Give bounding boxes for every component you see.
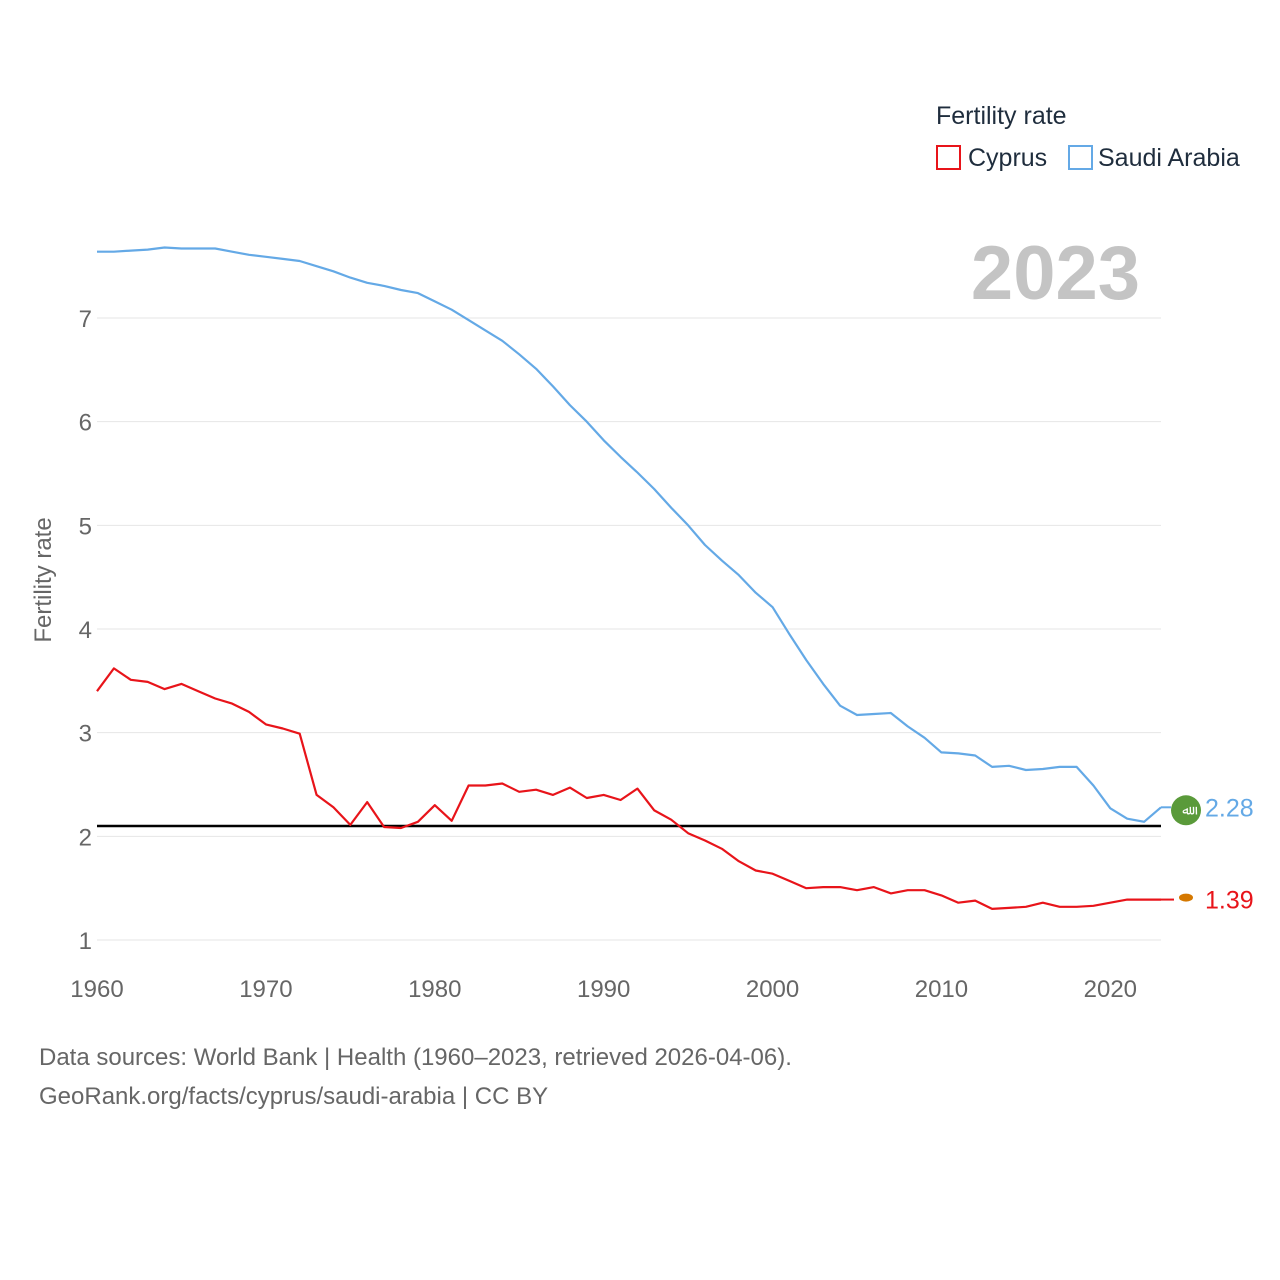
x-tick-label: 2000 — [746, 976, 799, 1003]
y-tick-labels: 1 2 3 4 5 6 7 — [79, 306, 92, 955]
gridlines — [97, 317, 1161, 941]
legend-swatch-saudi-arabia[interactable] — [1068, 145, 1093, 170]
y-tick-label: 4 — [79, 617, 92, 644]
saudi-arabia-end-value: 2.28 — [1205, 794, 1254, 822]
y-tick-label: 1 — [79, 928, 92, 955]
legend: Fertility rate Cyprus Saudi Arabia — [936, 102, 1240, 172]
cyprus-end-marker: 1.39 — [1161, 887, 1254, 915]
saudi-arabia-end-marker: ﷲ 2.28 — [1161, 794, 1254, 826]
footer-credit[interactable]: GeoRank.org/facts/cyprus/saudi-arabia | … — [39, 1083, 549, 1110]
y-tick-label: 5 — [79, 513, 92, 540]
series-lines — [96, 246, 1162, 910]
x-tick-label: 2010 — [915, 976, 968, 1003]
x-tick-label: 1990 — [577, 976, 630, 1003]
y-tick-label: 3 — [79, 721, 92, 748]
y-tick-label: 6 — [79, 410, 92, 437]
x-tick-label: 2020 — [1084, 976, 1137, 1003]
y-tick-label: 7 — [79, 306, 92, 333]
legend-label-cyprus[interactable]: Cyprus — [968, 144, 1047, 172]
y-tick-label: 2 — [79, 824, 92, 851]
series-line-cyprus — [96, 667, 1161, 910]
cyprus-flag-island — [1179, 893, 1193, 902]
footer-sources: Data sources: World Bank | Health (1960–… — [39, 1044, 792, 1071]
legend-swatch-cyprus[interactable] — [936, 145, 961, 170]
x-tick-label: 1980 — [408, 976, 461, 1003]
saudi-arabia-flag-icon — [1171, 795, 1201, 826]
x-tick-label: 1970 — [239, 976, 292, 1003]
x-tick-label: 1960 — [70, 976, 123, 1003]
series-line-saudi-arabia — [97, 246, 1162, 823]
legend-label-saudi-arabia[interactable]: Saudi Arabia — [1098, 144, 1240, 172]
cyprus-end-value: 1.39 — [1205, 887, 1254, 915]
y-axis-title: Fertility rate — [30, 517, 57, 642]
legend-title: Fertility rate — [936, 102, 1067, 130]
year-label: 2023 — [971, 231, 1140, 316]
x-tick-labels: 1960 1970 1980 1990 2000 2010 2020 — [70, 976, 1137, 1003]
